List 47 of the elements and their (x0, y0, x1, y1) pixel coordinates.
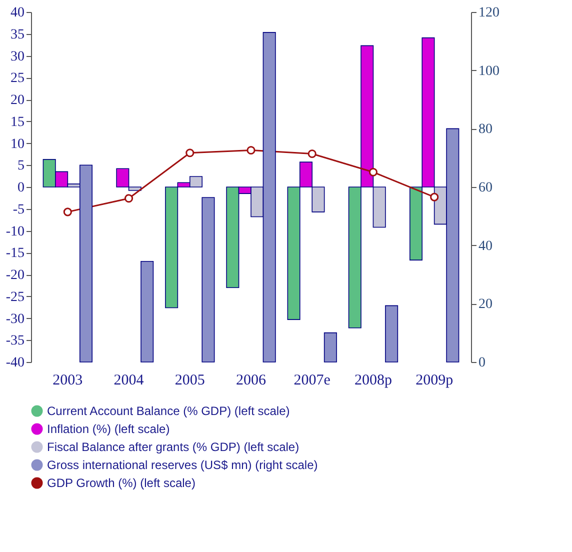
y-tick-label: -25 (6, 290, 24, 305)
x-tick-label: 2007e (294, 372, 331, 388)
y-tick-label: -10 (6, 224, 24, 240)
y2-tick-label: 0 (478, 356, 486, 370)
y-tick-label: -20 (6, 268, 24, 283)
point (246, 146, 256, 155)
y2-tick-label: 80 (478, 122, 492, 138)
y2-tick-label: 60 (478, 180, 492, 196)
point (430, 192, 439, 202)
y-tick-label: 10 (10, 136, 24, 152)
point (308, 149, 316, 158)
x-tick-label: 2006 (236, 372, 266, 388)
point (63, 208, 72, 216)
bar (324, 332, 337, 362)
y2-tick-label: 20 (478, 297, 492, 312)
legend-label: Fiscal Balance after grants (% GDP) (left scale) (47, 440, 300, 454)
y-tick-label: -30 (6, 312, 24, 327)
bar (385, 305, 398, 362)
y-tick-label: 25 (10, 71, 24, 86)
point (368, 168, 378, 176)
y2-tick-label: 120 (478, 6, 500, 20)
y-tick-label: 30 (10, 49, 24, 64)
legend-label: Inflation (%) (left scale) (47, 422, 170, 436)
y-tick-label: 0 (18, 180, 24, 196)
legend-label: Current Account Balance (% GDP) (left scale) (47, 404, 290, 418)
y-tick-label: -35 (6, 334, 24, 349)
y-tick-label: -40 (6, 356, 24, 370)
x-tick-label: 2004 (114, 372, 144, 388)
point (124, 194, 134, 203)
x-tick-label: 2009p (416, 372, 454, 388)
legend-label: Gross international reserves (US$ mn) (right scale) (47, 458, 318, 472)
y-tick-label: 5 (18, 158, 24, 174)
point (186, 148, 194, 158)
y-tick-label: 20 (10, 93, 24, 108)
x-tick-label: 2008p (354, 372, 392, 388)
x-tick-label: 2003 (52, 372, 83, 388)
y2-tick-label: 40 (478, 238, 492, 254)
x-tick-label: 2005 (174, 372, 205, 388)
y-tick-label: -15 (6, 246, 24, 262)
y-tick-label: 40 (10, 6, 24, 20)
bar (140, 260, 154, 362)
bar (202, 197, 215, 362)
y-tick-label: -5 (12, 202, 24, 218)
y-tick-label: 35 (10, 27, 24, 42)
y-tick-label: 15 (10, 114, 24, 130)
legend-label: GDP Growth (%) (left scale) (47, 476, 196, 490)
y2-tick-label: 100 (478, 64, 500, 79)
